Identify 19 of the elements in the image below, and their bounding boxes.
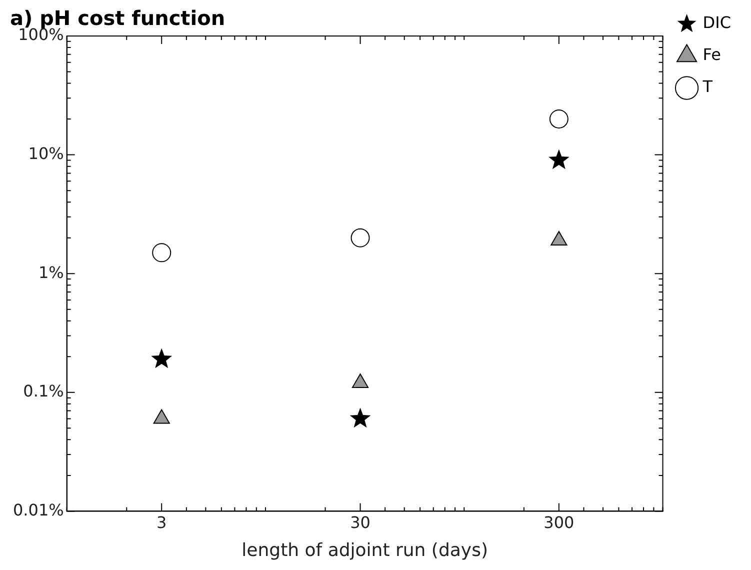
y-tick-label: 0.1% xyxy=(23,382,64,401)
point xyxy=(548,149,570,170)
x-tick-label: 3 xyxy=(156,512,167,532)
point xyxy=(152,243,172,262)
y-tick-label: 10% xyxy=(28,144,64,163)
legend-label: Fe xyxy=(702,45,721,64)
point xyxy=(549,110,568,129)
point xyxy=(350,408,371,428)
x-tick-label: 300 xyxy=(544,512,574,532)
point xyxy=(350,228,370,248)
y-tick-label: 1% xyxy=(38,262,64,282)
point xyxy=(151,348,172,368)
x-tick-label: 30 xyxy=(350,512,370,532)
legend-label: T xyxy=(702,77,713,96)
y-tick-label: 0.01% xyxy=(13,500,64,520)
x-axis-title: length of adjoint run (days) xyxy=(242,540,488,561)
point xyxy=(153,409,170,424)
legend-label: DIC xyxy=(702,13,732,32)
point xyxy=(352,373,369,388)
